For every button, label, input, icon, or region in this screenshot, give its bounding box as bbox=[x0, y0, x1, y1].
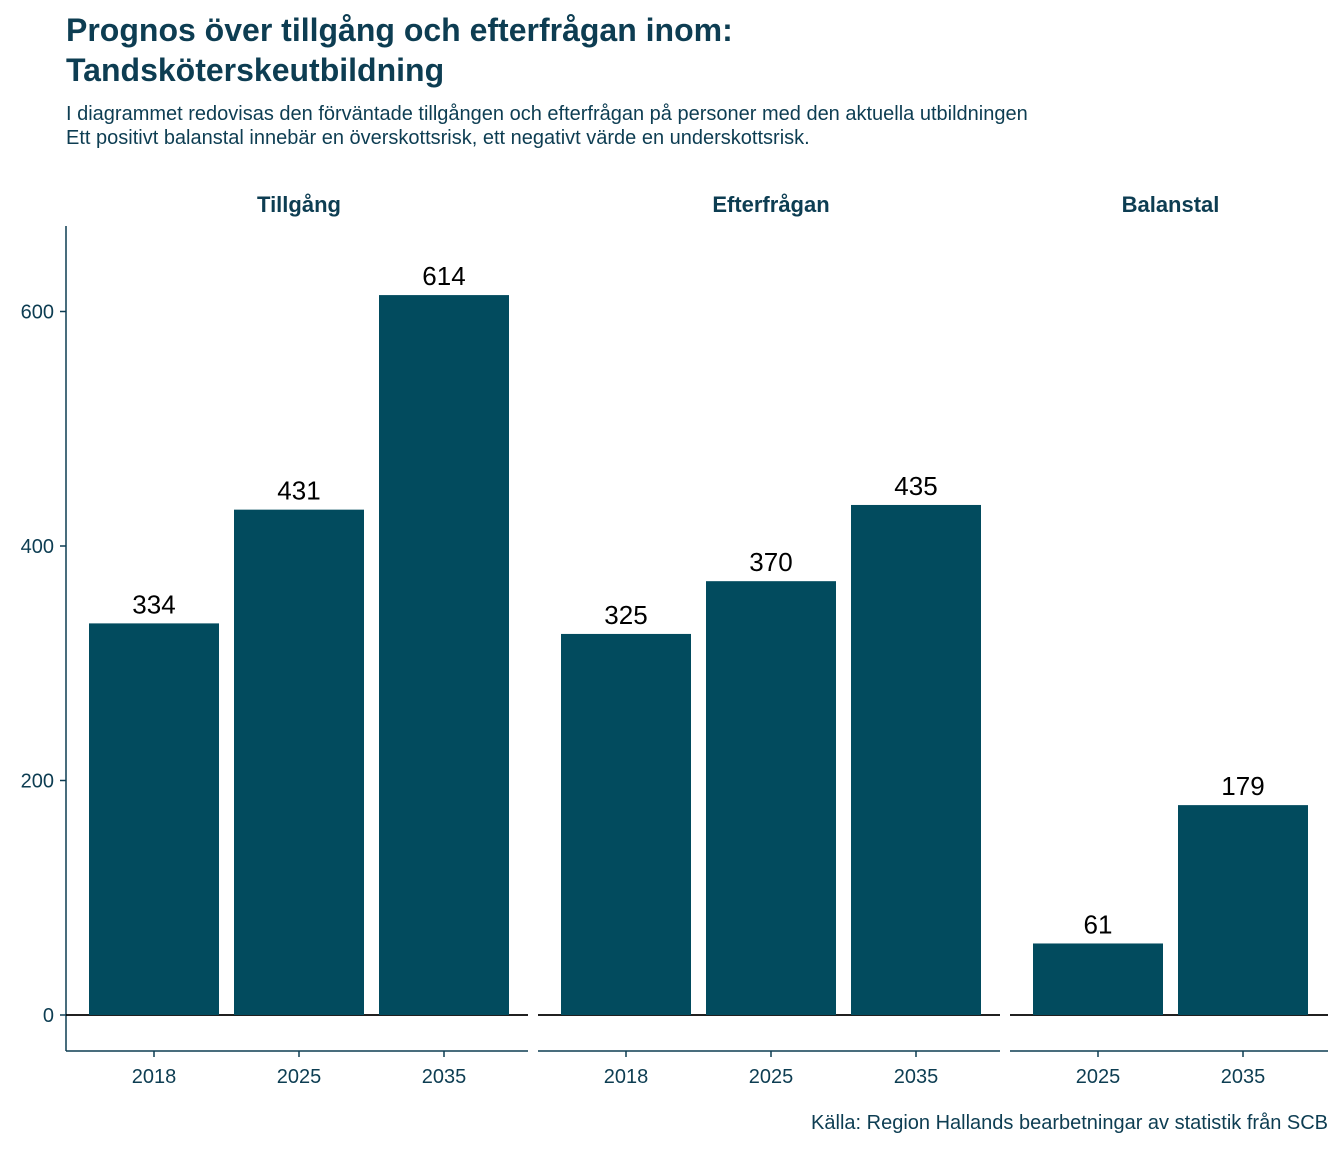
panel-title: Efterfrågan bbox=[712, 192, 829, 217]
data-label: 61 bbox=[1084, 909, 1113, 939]
data-label: 435 bbox=[894, 471, 937, 501]
chart-title: Prognos över tillgång och efterfrågan in… bbox=[66, 10, 733, 90]
bar bbox=[851, 504, 981, 1015]
chart-subtitle-line1: I diagrammet redovisas den förväntade ti… bbox=[66, 103, 1028, 125]
data-label: 179 bbox=[1221, 771, 1264, 801]
panel-title: Tillgång bbox=[257, 192, 341, 217]
y-tick-label: 0 bbox=[43, 1005, 54, 1027]
x-tick-label: 2035 bbox=[1221, 1066, 1266, 1088]
data-label: 334 bbox=[132, 589, 175, 619]
x-tick-label: 2025 bbox=[749, 1066, 794, 1088]
x-tick-label: 2025 bbox=[1076, 1066, 1121, 1088]
x-tick-label: 2025 bbox=[277, 1066, 322, 1088]
y-tick-label: 200 bbox=[21, 771, 54, 793]
bar bbox=[706, 581, 836, 1015]
data-label: 614 bbox=[422, 261, 465, 291]
panel-title: Balanstal bbox=[1122, 192, 1220, 217]
bar bbox=[1178, 805, 1308, 1015]
chart-subtitle: I diagrammet redovisas den förväntade ti… bbox=[66, 102, 1028, 150]
bar bbox=[234, 509, 364, 1015]
bar bbox=[561, 633, 691, 1015]
bar bbox=[379, 295, 509, 1016]
y-tick-label: 600 bbox=[21, 302, 54, 324]
y-tick-label: 400 bbox=[21, 536, 54, 558]
data-label: 325 bbox=[604, 600, 647, 630]
x-tick-label: 2035 bbox=[422, 1066, 467, 1088]
chart-title-line1: Prognos över tillgång och efterfrågan in… bbox=[66, 12, 733, 48]
data-label: 370 bbox=[749, 547, 792, 577]
source-caption: Källa: Region Hallands bearbetningar av … bbox=[811, 1112, 1328, 1134]
data-label: 431 bbox=[277, 476, 320, 506]
x-tick-label: 2018 bbox=[132, 1066, 177, 1088]
bar bbox=[1033, 943, 1163, 1015]
chart-title-line2: Tandsköterskeutbildning bbox=[66, 52, 445, 88]
chart-subtitle-line2: Ett positivt balanstal innebär en översk… bbox=[66, 127, 810, 149]
x-tick-label: 2018 bbox=[604, 1066, 649, 1088]
bar bbox=[89, 623, 219, 1015]
x-tick-label: 2035 bbox=[894, 1066, 939, 1088]
